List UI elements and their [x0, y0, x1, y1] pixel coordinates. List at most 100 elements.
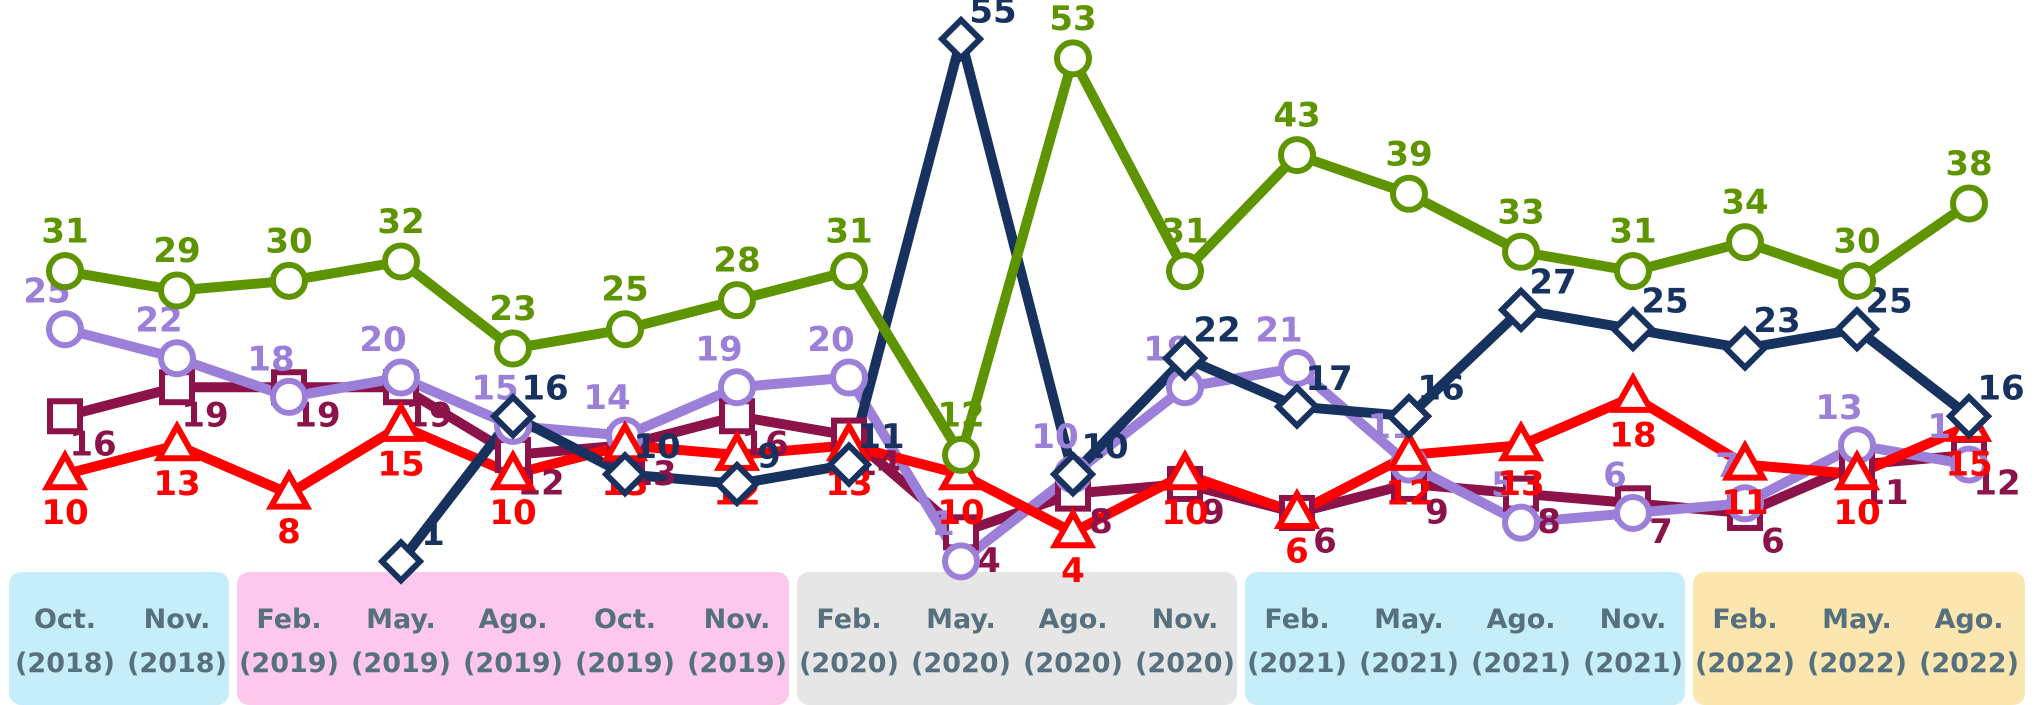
marker	[47, 398, 83, 435]
data-label: 8	[1537, 502, 1561, 542]
data-label: 18	[247, 339, 294, 379]
marker	[158, 271, 196, 310]
year-band	[1245, 572, 1685, 705]
data-label: 16	[69, 425, 116, 465]
data-label: 9	[1425, 492, 1449, 532]
data-label: 34	[1721, 183, 1768, 223]
data-label: 31	[1161, 212, 1208, 252]
marker	[937, 15, 985, 63]
x-tick-label: May. (2021)	[1359, 604, 1459, 679]
data-label: 27	[1529, 262, 1576, 302]
marker	[1497, 420, 1545, 462]
data-label: 13	[153, 464, 200, 504]
data-label: 55	[969, 0, 1016, 32]
data-label: 31	[1609, 212, 1656, 252]
data-label: 13	[1815, 388, 1862, 428]
data-label: 10	[633, 427, 680, 467]
marker	[1609, 371, 1657, 413]
x-tick-label: Ago. (2019)	[463, 604, 563, 679]
marker	[1497, 286, 1545, 334]
marker	[1273, 487, 1321, 529]
data-label: 10	[489, 493, 536, 533]
marker	[1614, 252, 1652, 291]
marker	[1502, 232, 1540, 271]
marker	[601, 451, 649, 498]
marker	[382, 358, 420, 397]
marker	[1721, 439, 1769, 481]
x-tick-label: Ago. (2021)	[1471, 604, 1571, 679]
data-label: 19	[695, 330, 742, 370]
data-label: 12	[937, 395, 984, 435]
year-band	[797, 572, 1237, 705]
marker	[1838, 261, 1876, 300]
x-tick-label: Feb. (2021)	[1247, 604, 1347, 679]
x-tick-label: Feb. (2019)	[239, 604, 339, 679]
x-tick-label: Nov. (2019)	[687, 604, 787, 679]
data-label: 33	[1497, 192, 1544, 232]
year-band	[1693, 572, 2025, 705]
marker	[1614, 493, 1652, 532]
data-label: 10	[1161, 493, 1208, 533]
data-label: 1	[931, 504, 955, 544]
data-label: 25	[1641, 282, 1688, 322]
data-label: 4	[977, 541, 1001, 581]
data-label: 30	[265, 221, 312, 261]
data-label: 4	[1061, 551, 1085, 591]
data-label: 8	[1089, 502, 1113, 542]
marker	[1273, 383, 1321, 430]
data-label: 11	[857, 417, 904, 457]
marker	[1054, 39, 1092, 78]
marker	[153, 420, 201, 462]
marker	[830, 252, 868, 291]
x-tick-label: Ago. (2020)	[1023, 604, 1123, 679]
data-label: 17	[1305, 359, 1352, 399]
data-label: 30	[1833, 221, 1880, 261]
marker	[494, 329, 532, 368]
marker	[1721, 325, 1769, 372]
data-label: 10	[1031, 417, 1078, 457]
data-label: 21	[1255, 310, 1302, 350]
data-label: 23	[489, 289, 536, 329]
x-tick-label: Ago. (2022)	[1919, 604, 2019, 679]
marker	[489, 449, 537, 491]
data-label: 10	[1081, 427, 1128, 467]
marker	[489, 392, 537, 440]
x-tick-label: Feb. (2020)	[799, 604, 899, 679]
marker	[718, 281, 756, 320]
marker	[382, 242, 420, 281]
data-label: 6	[1313, 521, 1337, 561]
x-tick-label: Nov. (2020)	[1135, 604, 1235, 679]
x-tick-label: May. (2019)	[351, 604, 451, 679]
marker	[1950, 184, 1988, 223]
x-tick-label: Nov. (2018)	[127, 604, 227, 679]
marker	[943, 514, 979, 551]
data-label: 28	[713, 241, 760, 281]
data-label: 16	[521, 369, 568, 409]
data-label: 10	[41, 493, 88, 533]
marker	[1950, 445, 1988, 484]
data-label: 18	[1609, 415, 1656, 455]
data-label: 14	[583, 378, 630, 418]
marker	[1161, 334, 1209, 382]
series-line	[64, 53, 1972, 460]
marker	[1049, 507, 1097, 549]
marker	[1833, 305, 1881, 353]
marker	[46, 310, 84, 349]
marker	[41, 449, 89, 491]
data-label: 15	[1945, 444, 1992, 484]
marker	[1726, 484, 1764, 523]
data-label: 31	[825, 212, 872, 252]
year-band	[237, 572, 789, 705]
data-label: 16	[1977, 369, 2024, 409]
marker	[1166, 252, 1204, 291]
marker	[1390, 174, 1428, 213]
data-label: 10	[1833, 493, 1880, 533]
data-label: 15	[377, 444, 424, 484]
data-label: 39	[1385, 134, 1432, 174]
data-label: 38	[1945, 144, 1992, 184]
data-label: 20	[807, 320, 854, 360]
data-label: 6	[1603, 455, 1627, 495]
marker	[1161, 449, 1209, 491]
